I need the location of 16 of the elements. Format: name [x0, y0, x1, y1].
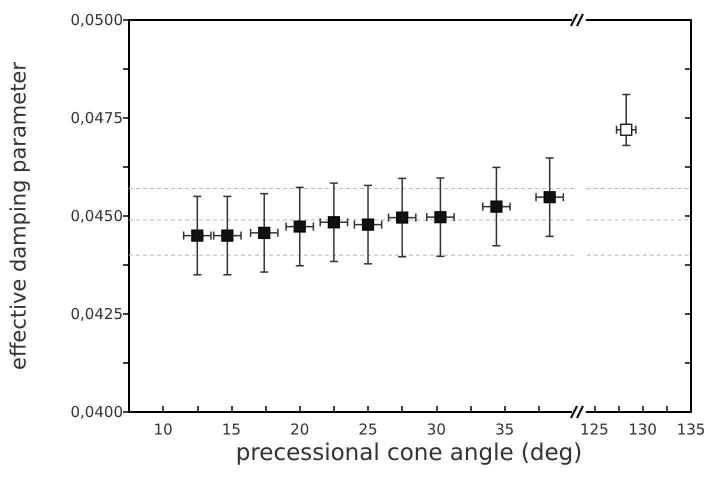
y-axis-title: effective damping parameter [6, 62, 30, 370]
x-tick-label: 130 [628, 420, 657, 438]
x-tick-label: 10 [154, 420, 173, 438]
x-tick-label: 20 [290, 420, 310, 438]
y-tick-label: 0,0400 [70, 403, 123, 421]
x-axis-title: precessional cone angle (deg) [234, 440, 584, 466]
x-tick-label: 15 [222, 420, 241, 438]
y-tick-label: 0,0500 [70, 11, 123, 29]
x-tick-label: 30 [426, 420, 446, 438]
y-tick-label: 0,0475 [70, 109, 123, 127]
x-tick-label: 135 [676, 420, 706, 438]
x-tick-label: 25 [358, 420, 378, 438]
x-tick-label: 35 [495, 420, 514, 438]
y-tick-label: 0,0425 [70, 305, 123, 323]
x-tick-label: 125 [580, 420, 609, 438]
y-tick-label: 0,0450 [70, 207, 123, 225]
